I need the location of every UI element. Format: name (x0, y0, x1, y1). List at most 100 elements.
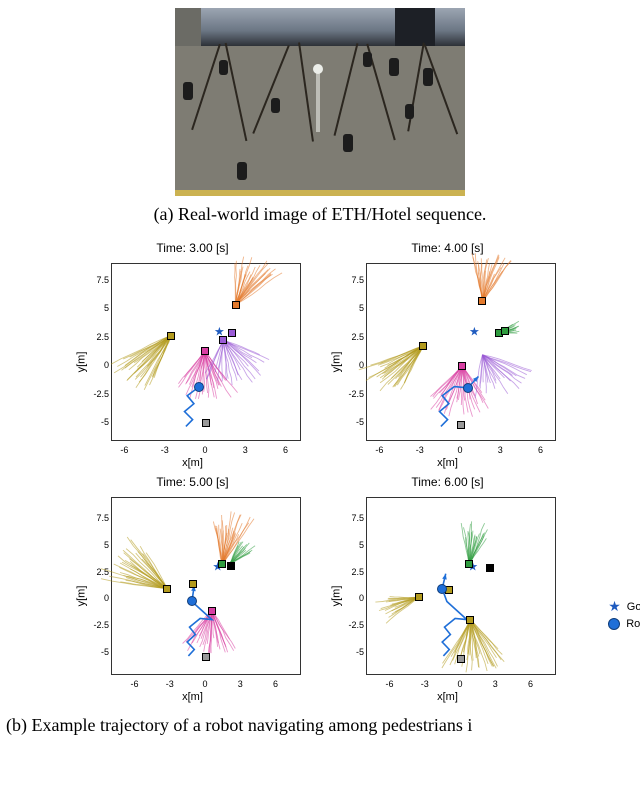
x-tick: -3 (416, 445, 424, 455)
plot-t5: Time: 5.00 [s]y[m]x[m]-5-2.502.557.5-6-3… (65, 475, 320, 705)
eth-hotel-photo (175, 8, 465, 196)
x-tick: -6 (385, 679, 393, 689)
x-tick: 0 (457, 445, 462, 455)
axes-box: ★ (366, 263, 556, 441)
y-tick: -2.5 (91, 620, 109, 630)
plot-t3: Time: 3.00 [s] y[m] x[m] -5 -2.5 0 2.5 5 7.5 -6 -3… (65, 241, 320, 471)
y-tick: -5 (346, 647, 364, 657)
y-tick: 7.5 (346, 513, 364, 523)
y-tick: 7.5 (91, 513, 109, 523)
axes-box: ★ (366, 497, 556, 675)
x-axis-label: x[m] (65, 457, 320, 469)
y-tick: 2.5 (91, 332, 109, 342)
photo-lamp-pole (316, 72, 320, 132)
legend-robot-label: Robot (626, 618, 640, 630)
x-tick: 3 (238, 679, 243, 689)
photo-lamp (313, 64, 323, 74)
photo-yellow-line (175, 190, 465, 196)
pedestrian-marker (163, 585, 171, 593)
robot-marker (437, 584, 447, 594)
goal-star: ★ (469, 324, 480, 338)
y-tick: 0 (346, 593, 364, 603)
robot-marker (463, 383, 473, 393)
x-tick: 3 (243, 445, 248, 455)
plot-t6: Time: 6.00 [s]y[m]x[m]-5-2.502.557.5-6-3… (320, 475, 575, 705)
plot-t4: Time: 4.00 [s] y[m] x[m] -5 -2.5 0 2.5 5 7.5 -6 -3… (320, 241, 575, 471)
pedestrian-marker (208, 607, 216, 615)
x-tick: 6 (283, 445, 288, 455)
pedestrian-marker (478, 297, 486, 305)
pedestrian-marker (465, 560, 473, 568)
y-tick: -5 (91, 417, 109, 427)
x-tick: 0 (202, 445, 207, 455)
pedestrian-marker (457, 655, 465, 663)
y-axis-label: y[m] (330, 586, 342, 607)
x-tick: 6 (273, 679, 278, 689)
pedestrian-marker (218, 560, 226, 568)
x-tick: -3 (161, 445, 169, 455)
pedestrian-marker (486, 564, 494, 572)
pedestrian-marker (228, 329, 236, 337)
caption-b: (b) Example trajectory of a robot naviga… (0, 715, 640, 736)
plot-title: Time: 6.00 [s] (320, 475, 575, 489)
robot-marker (194, 382, 204, 392)
y-tick: -2.5 (91, 389, 109, 399)
x-tick: 0 (457, 679, 462, 689)
pedestrian-marker (201, 347, 209, 355)
y-axis-label: y[m] (75, 352, 87, 373)
trajectory-plots-grid: Time: 3.00 [s] y[m] x[m] -5 -2.5 0 2.5 5 7.5 -6 -3… (65, 241, 575, 705)
x-tick: -6 (130, 679, 138, 689)
y-axis-label: y[m] (75, 586, 87, 607)
plot-title: Time: 3.00 [s] (65, 241, 320, 255)
x-tick: 3 (498, 445, 503, 455)
plot-title: Time: 4.00 [s] (320, 241, 575, 255)
y-tick: 5 (346, 303, 364, 313)
pedestrian-marker (219, 336, 227, 344)
x-tick: 6 (528, 679, 533, 689)
pedestrian-marker (415, 593, 423, 601)
y-axis-label: y[m] (330, 352, 342, 373)
y-tick: 5 (346, 540, 364, 550)
y-tick: -2.5 (346, 389, 364, 399)
figure-container: (a) Real-world image of ETH/Hotel sequen… (0, 0, 640, 736)
legend-goal-icon: ★ (608, 598, 621, 615)
x-tick: 0 (202, 679, 207, 689)
legend: ★ Goal position Robot (608, 595, 640, 633)
pedestrian-marker (466, 616, 474, 624)
y-tick: 2.5 (346, 567, 364, 577)
x-tick: -3 (166, 679, 174, 689)
pedestrian-marker (457, 421, 465, 429)
y-tick: 0 (91, 360, 109, 370)
y-tick: 2.5 (91, 567, 109, 577)
pedestrian-marker (232, 301, 240, 309)
caption-a: (a) Real-world image of ETH/Hotel sequen… (154, 204, 487, 225)
x-axis-label: x[m] (65, 691, 320, 703)
x-tick: -6 (120, 445, 128, 455)
axes-box: ★ (111, 263, 301, 441)
axes-box: ★ (111, 497, 301, 675)
legend-goal-label: Goal position (627, 601, 640, 613)
pedestrian-marker (501, 327, 509, 335)
pedestrian-marker (189, 580, 197, 588)
pedestrian-marker (419, 342, 427, 350)
y-tick: 7.5 (91, 275, 109, 285)
pedestrian-marker (458, 362, 466, 370)
x-tick: -3 (421, 679, 429, 689)
pedestrian-marker (202, 653, 210, 661)
x-axis-label: x[m] (320, 691, 575, 703)
pedestrian-marker (202, 419, 210, 427)
y-tick: -5 (91, 647, 109, 657)
x-tick: 6 (538, 445, 543, 455)
pedestrian-marker (167, 332, 175, 340)
x-tick: 3 (493, 679, 498, 689)
x-tick: -6 (375, 445, 383, 455)
y-tick: -5 (346, 417, 364, 427)
y-tick: 7.5 (346, 275, 364, 285)
y-tick: 5 (91, 303, 109, 313)
y-tick: 2.5 (346, 332, 364, 342)
legend-robot-icon (608, 618, 620, 630)
y-tick: 0 (91, 593, 109, 603)
x-axis-label: x[m] (320, 457, 575, 469)
y-tick: 5 (91, 540, 109, 550)
photo-tram-door (395, 8, 435, 46)
